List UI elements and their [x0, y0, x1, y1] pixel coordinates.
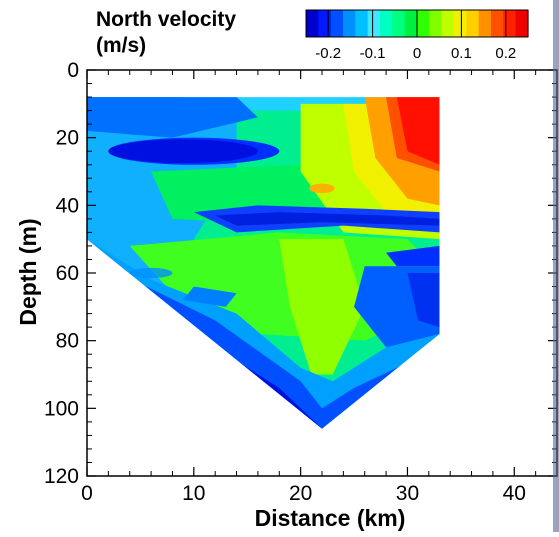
colorbar-tick-label: -0.2 [315, 45, 341, 62]
colorbar-swatch [330, 10, 344, 37]
y-tick-label: 60 [56, 262, 79, 285]
colorbar [305, 9, 529, 38]
colorbar-swatch [380, 10, 393, 37]
colorbar-swatch [404, 10, 418, 37]
velocity-contour [407, 273, 440, 328]
velocity-contour [279, 239, 365, 375]
velocity-contour [183, 286, 237, 307]
colorbar-swatch [367, 10, 381, 37]
colorbar-title-line1: North velocity [96, 8, 236, 31]
y-tick-label: 80 [56, 330, 79, 353]
y-tick-label: 40 [56, 194, 79, 217]
x-axis-label: Distance (km) [255, 505, 406, 531]
velocity-contour [129, 267, 173, 279]
x-tick-label: 40 [503, 482, 526, 505]
velocity-contour [215, 212, 440, 226]
colorbar-swatch [417, 10, 430, 37]
colorbar-swatch [478, 10, 492, 37]
colorbar-swatch [392, 10, 406, 37]
velocity-contour [396, 97, 440, 165]
colorbar-swatch [503, 10, 517, 37]
colorbar-swatch [318, 10, 332, 37]
colorbar-tick-label: 0.1 [451, 45, 472, 62]
colorbar-swatch [441, 10, 455, 37]
y-axis-label: Depth (m) [15, 218, 41, 325]
x-axis: 0 10 20 30 40 [81, 70, 537, 505]
colorbar-tick-label: 0 [413, 45, 421, 62]
y-tick-label: 0 [67, 59, 79, 82]
x-tick-label: 10 [182, 482, 205, 505]
velocity-contour [309, 183, 335, 194]
x-tick-label: 30 [396, 482, 419, 505]
colorbar-tick-label: -0.1 [360, 45, 386, 62]
colorbar-swatch [355, 10, 369, 37]
y-axis: 0 20 40 60 80 100 120 [44, 59, 557, 488]
velocity-contour [87, 97, 258, 138]
y-tick-label: 100 [44, 397, 79, 420]
colorbar-ticks: -0.2 -0.1 0 0.1 0.2 [315, 10, 516, 62]
right-edge-decoration [553, 0, 559, 532]
colorbar-swatch [491, 10, 504, 37]
colorbar-tick-label: 0.2 [495, 45, 516, 62]
colorbar-swatch [429, 10, 443, 37]
colorbar-title-line2: (m/s) [96, 34, 146, 57]
y-tick-label: 20 [56, 127, 79, 150]
colorbar-swatch [515, 10, 529, 37]
x-tick-label: 0 [81, 482, 93, 505]
colorbar-swatch [306, 10, 319, 37]
colorbar-swatch [343, 10, 356, 37]
velocity-field [87, 97, 440, 429]
colorbar-swatch [466, 10, 480, 37]
x-tick-label: 20 [289, 482, 312, 505]
velocity-contour [386, 245, 440, 267]
y-tick-label: 120 [44, 465, 79, 488]
velocity-contour [108, 139, 258, 164]
colorbar-swatch [454, 10, 467, 37]
